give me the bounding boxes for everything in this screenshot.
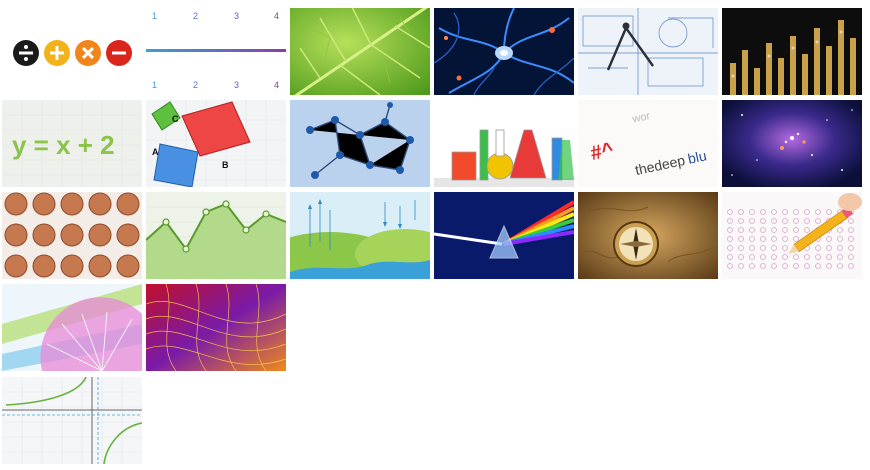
tile-math-operators[interactable] — [2, 8, 142, 95]
ruler-top-number-2: 2 — [193, 11, 198, 21]
tile-bubble-test-pencil[interactable] — [722, 192, 862, 279]
tile-protractor-rulers[interactable] — [2, 284, 142, 371]
line-graph-green-image — [146, 192, 286, 279]
pennies-grid-image — [2, 192, 142, 279]
pythagorean-squares-image: C A B — [146, 100, 286, 187]
ruler-bottom-number-2: 2 — [193, 80, 198, 90]
ruler-bottom-number-3: 3 — [234, 80, 239, 90]
tile-galaxy-starfield[interactable] — [722, 100, 862, 187]
tile-word-symbols-card[interactable]: #^ thedeep blu wor — [578, 100, 718, 187]
blueprint-compass-image — [578, 8, 718, 95]
tile-chemistry-flasks[interactable] — [434, 100, 574, 187]
ruler-top-number-1: 1 — [152, 11, 157, 21]
ruler-bottom-number-4: 4 — [274, 80, 279, 90]
tile-hyperbola-graph[interactable] — [2, 377, 142, 464]
color-wave-mesh-image — [146, 284, 286, 371]
ruler-top-number-4: 4 — [274, 11, 279, 21]
tile-antique-compass-map[interactable] — [578, 192, 718, 279]
tile-prism-rainbow[interactable] — [434, 192, 574, 279]
tile-pennies-grid[interactable] — [2, 192, 142, 279]
number-line-ruler-image: 1 2 3 4 1 2 3 4 — [146, 8, 286, 95]
tile-linear-equation[interactable]: y = x + 2 — [2, 100, 142, 187]
green-leaf-image — [290, 8, 430, 95]
prism-rainbow-image — [434, 192, 574, 279]
water-cycle-landscape-image — [290, 192, 430, 279]
hyperbola-graph-image — [2, 377, 142, 464]
tile-blue-neurons[interactable] — [434, 8, 574, 95]
word-card-symbols: #^ — [589, 139, 616, 165]
word-card-word-2: blu — [686, 147, 708, 167]
molecule-lattice-image — [290, 100, 430, 187]
tile-blueprint-compass[interactable] — [578, 8, 718, 95]
tile-color-wave-mesh[interactable] — [146, 284, 286, 371]
pythagoras-label-a: A — [152, 147, 159, 157]
blue-neurons-image — [434, 8, 574, 95]
galaxy-starfield-image — [722, 100, 862, 187]
pythagoras-label-b: B — [222, 160, 229, 170]
tile-green-leaf[interactable] — [290, 8, 430, 95]
linear-equation-board-image: y = x + 2 — [2, 100, 142, 187]
tile-water-cycle-landscape[interactable] — [290, 192, 430, 279]
pythagoras-label-c: C — [172, 114, 179, 124]
ruler-top-number-3: 3 — [234, 11, 239, 21]
equation-text: y = x + 2 — [12, 130, 115, 160]
math-operators-icon — [2, 8, 142, 95]
tile-city-bar-chart[interactable] — [722, 8, 862, 95]
tile-line-graph-green[interactable] — [146, 192, 286, 279]
protractor-rulers-image — [2, 284, 142, 371]
tile-number-line-ruler[interactable]: 1 2 3 4 1 2 3 4 — [146, 8, 286, 95]
bubble-test-pencil-image — [722, 192, 862, 279]
city-bar-chart-image — [722, 8, 862, 95]
chemistry-flasks-image — [434, 100, 574, 187]
tile-pythagorean-squares[interactable]: C A B — [146, 100, 286, 187]
antique-compass-map-image — [578, 192, 718, 279]
word-card-word-3: wor — [630, 110, 651, 126]
ruler-bottom-number-1: 1 — [152, 80, 157, 90]
tile-molecule-lattice[interactable] — [290, 100, 430, 187]
word-symbols-card-image: #^ thedeep blu wor — [578, 100, 718, 187]
